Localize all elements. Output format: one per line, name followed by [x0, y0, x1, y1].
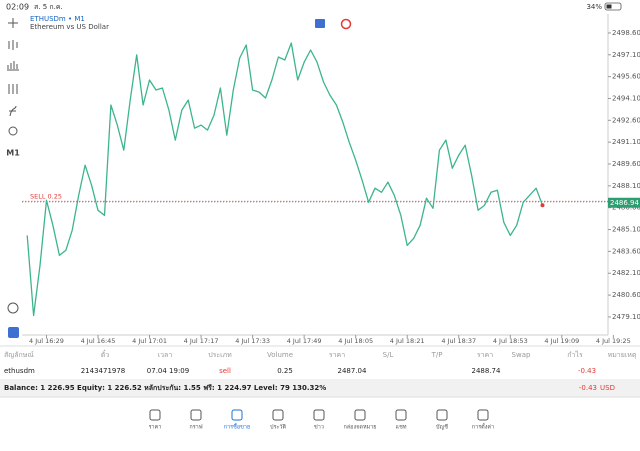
bottom-nav: ราคา กราฟ การซื้อขาย ประวัติ ข่าว กล่องจดหมาย… [149, 409, 494, 431]
cell-volume[interactable]: 0.25 [277, 367, 293, 375]
cell-symbol[interactable]: ethusdm [4, 367, 35, 375]
nav-icon[interactable] [313, 409, 325, 421]
x-tick-label: 4 Jul 18:05 [338, 337, 373, 345]
x-tick-label: 4 Jul 18:37 [441, 337, 476, 345]
objects-tool[interactable] [8, 126, 18, 136]
one-click-icon[interactable] [315, 19, 325, 28]
nav-icon[interactable] [477, 409, 489, 421]
x-tick-label: 4 Jul 18:21 [390, 337, 425, 345]
column-header: S/L [383, 351, 394, 359]
nav-label[interactable]: กราฟ [189, 424, 202, 431]
column-header: สัญลักษณ์ [4, 351, 34, 359]
nav-label[interactable]: ประวัติ [270, 424, 286, 431]
nav-label[interactable]: กล่องจดหมาย [343, 425, 376, 431]
column-header: T/P [431, 351, 443, 359]
price-tag-label: 2486.94 [610, 199, 639, 207]
y-tick-label: 2483.60 [612, 247, 640, 255]
chart-subtitle: Ethereum vs US Dollar [30, 23, 109, 31]
cell-ticket[interactable]: 2143471978 [81, 367, 126, 375]
nav-icon[interactable] [272, 409, 284, 421]
column-header: ตั๋ว [101, 350, 110, 359]
y-tick-label: 2494.10 [612, 94, 640, 102]
chart-type-tool[interactable] [8, 40, 18, 50]
nav-label[interactable]: แชท [396, 424, 407, 431]
column-header: ราคา [329, 351, 345, 359]
function-tool[interactable] [9, 105, 17, 117]
y-tick-label: 2480.60 [612, 291, 640, 299]
summary-bar [0, 379, 640, 397]
column-header: หมายเหตุ [608, 351, 637, 359]
y-tick-label: 2488.10 [612, 182, 640, 190]
price-line-series [26, 42, 544, 317]
y-tick-label: 2498.60 [612, 29, 640, 37]
x-tick-label: 4 Jul 19:25 [596, 337, 631, 345]
cell-time[interactable]: 07.04 19:09 [147, 367, 189, 375]
indicators-tool[interactable] [7, 61, 19, 71]
x-tick-label: 4 Jul 16:45 [81, 337, 116, 345]
cell-price[interactable]: 2487.04 [338, 367, 367, 375]
settings-tool[interactable] [8, 84, 18, 94]
timeframe-button[interactable]: M1 [6, 149, 20, 158]
status-date: ส. 5 ก.ค. [34, 3, 63, 11]
chart-title: ETHUSDm • M1 [30, 15, 85, 23]
x-tick-label: 4 Jul 17:33 [235, 337, 270, 345]
column-header: ราคา [477, 351, 493, 359]
x-tick-label: 4 Jul 19:09 [544, 337, 579, 345]
crosshair-tool[interactable] [8, 18, 18, 28]
signal-icon[interactable] [340, 18, 352, 30]
y-tick-label: 2482.10 [612, 269, 640, 277]
nav-label[interactable]: ราคา [149, 425, 162, 431]
nav-icon[interactable] [149, 409, 161, 421]
column-header: Volume [267, 351, 293, 359]
positions-table: สัญลักษณ์ ตั๋ว เวลา ประเภท Volume ราคา S/L T/P ร… [4, 350, 637, 375]
column-header: กำไร [567, 350, 583, 359]
nav-icon[interactable] [395, 409, 407, 421]
column-header: ประเภท [208, 351, 232, 359]
cell-current-price[interactable]: 2488.74 [472, 367, 501, 375]
nav-icon[interactable] [354, 409, 366, 421]
last-price-dot [540, 203, 545, 208]
account-summary: Balance: 1 226.95 Equity: 1 226.52 หลักป… [4, 384, 326, 392]
x-tick-label: 4 Jul 17:17 [184, 337, 219, 345]
chart: 2498.60 2497.10 2495.60 2494.10 2492.60 2491.… [22, 14, 640, 345]
column-header: Swap [512, 351, 531, 359]
x-tick-label: 4 Jul 18:53 [493, 337, 528, 345]
cell-type[interactable]: sell [219, 367, 231, 375]
total-profit: -0.43 [579, 384, 597, 392]
cell-profit[interactable]: -0.43 [578, 367, 596, 375]
y-tick-label: 2489.60 [612, 160, 640, 168]
trade-icon[interactable] [8, 327, 19, 338]
y-tick-label: 2495.60 [612, 73, 640, 81]
nav-icon[interactable] [436, 409, 448, 421]
battery-icon [604, 2, 622, 11]
nav-label[interactable]: บัญชี [436, 424, 448, 431]
column-header: เวลา [158, 351, 173, 359]
nav-label[interactable]: ข่าว [314, 425, 324, 431]
y-tick-label: 2497.10 [612, 51, 640, 59]
x-tick-label: 4 Jul 16:29 [29, 337, 64, 345]
y-tick-label: 2492.60 [612, 116, 640, 124]
y-tick-label: 2491.10 [612, 138, 640, 146]
nav-icon[interactable] [231, 409, 243, 421]
nav-label[interactable]: การซื้อขาย [224, 423, 250, 431]
status-battery: 34% [586, 3, 602, 11]
x-tick-label: 4 Jul 17:49 [287, 337, 322, 345]
y-tick-label: 2479.10 [612, 313, 640, 321]
battery-level [606, 4, 612, 9]
nav-icon[interactable] [190, 409, 202, 421]
nav-label[interactable]: การตั้งค่า [472, 423, 494, 431]
x-tick-label: 4 Jul 17:01 [132, 337, 167, 345]
order-label: SELL 0.25 [30, 192, 62, 200]
currency: USD [600, 384, 615, 392]
zoom-tool[interactable] [7, 302, 19, 314]
price-tag [608, 197, 640, 208]
status-time: 02:09 [6, 3, 29, 12]
y-tick-label: 2485.10 [612, 226, 640, 234]
